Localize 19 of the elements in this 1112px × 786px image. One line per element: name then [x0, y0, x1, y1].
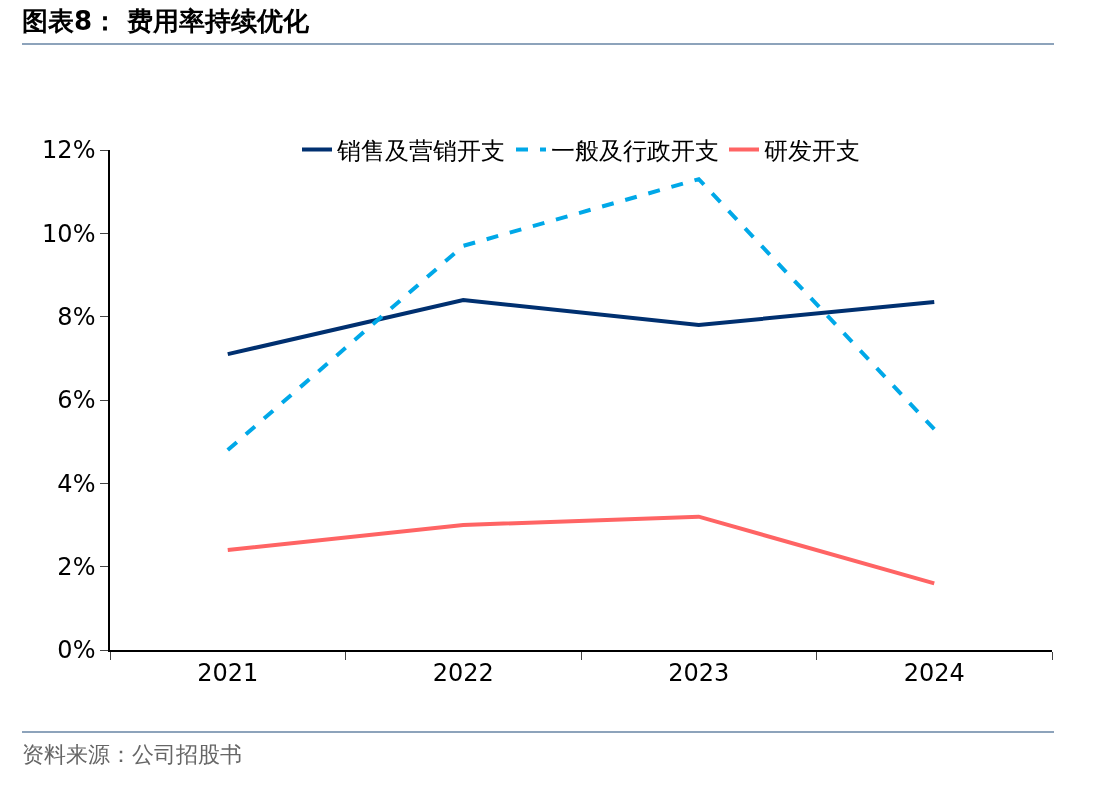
line-series [225, 514, 937, 586]
y-tick-label: 6% [57, 386, 96, 415]
legend-label: 一般及行政开支 [551, 136, 719, 165]
text: 资料来源：公司招股书 [22, 741, 242, 769]
x-tick-label: 2023 [668, 658, 730, 687]
x-tick-label: 2021 [197, 658, 259, 687]
legend-label: 销售及营销开支 [336, 136, 505, 165]
x-tick-label: 2022 [432, 658, 494, 687]
y-tick-label: 8% [57, 303, 96, 332]
x-tick-label: 2024 [903, 658, 965, 687]
legend-label: 研发开支 [764, 136, 860, 165]
line-series [225, 298, 937, 357]
chart-title: 图表8： 费用率持续优化 [22, 5, 310, 38]
y-tick-label: 4% [57, 469, 96, 498]
y-tick-label: 12% [42, 136, 96, 165]
y-tick-label: 0% [57, 636, 96, 665]
y-tick-label: 10% [42, 219, 96, 248]
y-tick-label: 2% [57, 553, 96, 582]
line-series [225, 177, 937, 452]
